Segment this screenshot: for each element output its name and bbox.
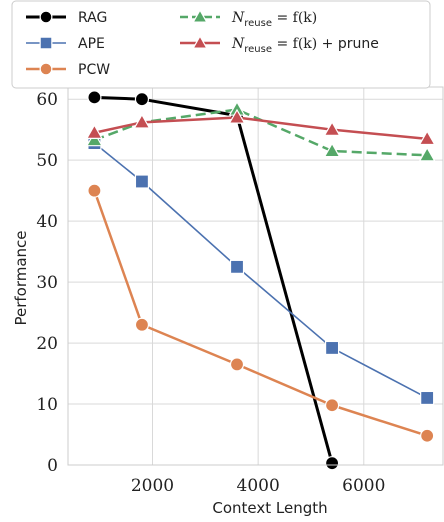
series-4-point-4 [418, 130, 436, 146]
series-3-point-3 [323, 142, 341, 158]
series-1-point-2 [229, 259, 245, 274]
legend-entry-1: APE [26, 36, 105, 52]
legend-marker-3 [192, 9, 208, 23]
y-tick-label-4: 40 [36, 212, 58, 232]
series-0-point-1 [134, 92, 150, 107]
legend-entry-0: RAG [26, 10, 107, 26]
legend-marker-2 [39, 62, 53, 76]
legend-entry-2: PCW [26, 62, 110, 78]
series-3-point-0 [85, 131, 103, 147]
y-ticks: 0 10 20 30 40 50 60 [36, 90, 58, 476]
legend: RAG APE PCW Nreuse = f(k) Nreuse = f(k) + pr… [11, 0, 431, 89]
legend-label-2: PCW [78, 62, 110, 78]
legend-label-1: APE [78, 36, 105, 52]
series-4-point-2 [228, 108, 246, 124]
series-1-point-3 [324, 340, 340, 356]
plot-background [68, 87, 443, 465]
y-tick-label-3: 30 [36, 273, 58, 293]
series-0-point-3 [324, 456, 340, 471]
series-line-0 [94, 95, 334, 464]
series-4-point-0 [85, 124, 103, 139]
series-2-point-2 [229, 357, 245, 372]
legend-box [11, 0, 431, 89]
x-tick-label-0: 2000 [131, 476, 174, 496]
series-2-point-3 [324, 398, 340, 413]
legend-entry-3: Nreuse = f(k) [180, 9, 317, 29]
series-4-point-1 [133, 113, 151, 129]
y-tick-label-1: 10 [36, 395, 58, 415]
series-2-point-1 [134, 317, 150, 332]
y-tick-label-2: 20 [36, 334, 58, 354]
series-0-point-0 [87, 90, 102, 105]
y-tick-label-5: 50 [36, 151, 58, 171]
series-layer [85, 90, 436, 471]
series-1-point-4 [420, 390, 435, 406]
x-tick-label-2: 6000 [342, 476, 385, 496]
x-ticks: 2000 4000 6000 [131, 476, 386, 496]
x-tick-label-1: 4000 [237, 476, 280, 496]
series-4 [85, 108, 436, 146]
y-tick-label-0: 0 [47, 456, 58, 476]
legend-marker-4 [192, 35, 208, 49]
legend-marker-0 [39, 10, 53, 24]
y-tick-label-6: 60 [36, 90, 58, 110]
series-3-point-4 [418, 146, 436, 162]
y-axis-label: Performance [12, 230, 30, 325]
legend-marker-1 [39, 36, 53, 50]
series-2-point-4 [420, 428, 435, 443]
legend-label-3: Nreuse = f(k) [231, 10, 317, 29]
legend-label-4: Nreuse = f(k) + prune [231, 36, 379, 55]
grid [68, 87, 443, 466]
series-2-point-0 [87, 183, 102, 198]
legend-entry-4: Nreuse = f(k) + prune [180, 35, 379, 55]
series-2 [87, 183, 435, 443]
x-axis-label: Context Length [212, 499, 327, 517]
series-4-point-3 [323, 120, 341, 136]
series-line-3 [93, 108, 428, 157]
legend-label-0: RAG [78, 10, 107, 26]
series-1-point-1 [134, 174, 150, 189]
